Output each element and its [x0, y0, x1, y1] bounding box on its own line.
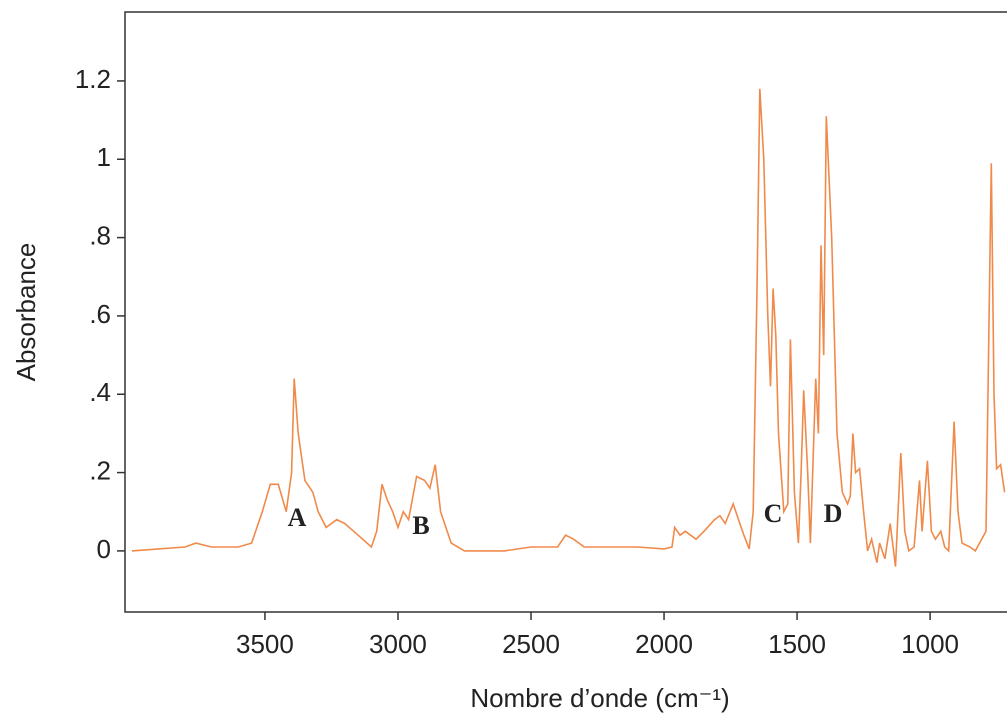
y-tick-label: .4	[89, 377, 111, 407]
peak-label: B	[412, 511, 429, 540]
spectrum-line	[131, 88, 1006, 567]
y-tick-label: .6	[89, 299, 111, 329]
peak-label: A	[288, 503, 307, 532]
y-tick-label: 1.2	[75, 64, 111, 94]
peak-label: D	[824, 499, 843, 528]
plot-frame	[124, 11, 1007, 613]
y-tick-label: .2	[89, 455, 111, 485]
y-axis-title: Absorbance	[11, 243, 41, 382]
x-tick-label: 2000	[635, 629, 693, 659]
peak-label: C	[764, 499, 783, 528]
x-tick-label: 3500	[236, 629, 294, 659]
y-tick-label: 0	[97, 534, 111, 564]
y-tick-label: .8	[89, 220, 111, 250]
x-tick-label: 1000	[901, 629, 959, 659]
y-tick-label: 1	[97, 142, 111, 172]
x-tick-label: 2500	[502, 629, 560, 659]
x-axis-title: Nombre d’onde (cm⁻¹)	[470, 683, 729, 713]
x-tick-label: 3000	[369, 629, 427, 659]
x-tick-label: 1500	[768, 629, 826, 659]
